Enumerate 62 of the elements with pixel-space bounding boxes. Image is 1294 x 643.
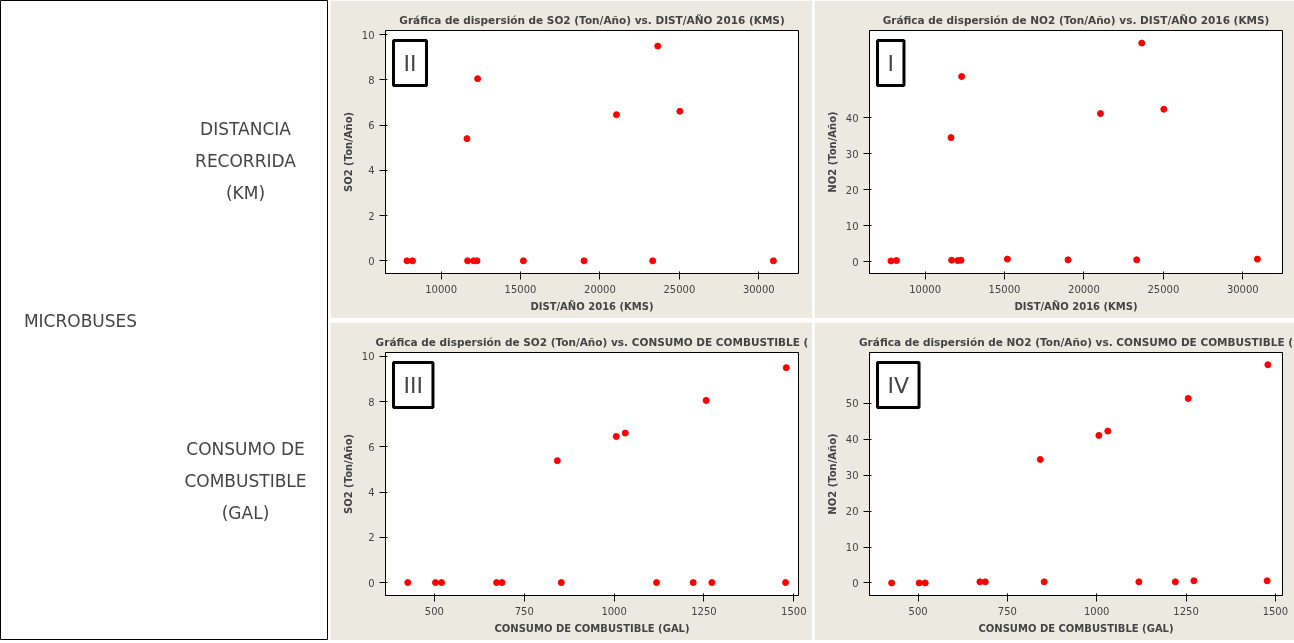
y-tick-label: 10 [845,220,859,232]
x-axis-title: DIST/AÑO 2016 (KMS) [530,299,654,312]
x-tick-label: 750 [514,605,534,617]
y-axis-title: NO2 (Ton/Año) [826,433,838,515]
y-tick-label: 2 [368,210,375,222]
x-tick-label: 30000 [742,283,775,295]
x-tick-label: 25000 [663,283,696,295]
y-tick-label: 0 [852,577,859,589]
x-tick-label: 1250 [1173,605,1199,617]
y-axis-title: NO2 (Ton/Año) [826,111,838,193]
y-tick-label: 4 [368,165,375,177]
y-tick-label: 0 [368,577,375,589]
x-tick-label: 15000 [504,283,537,295]
x-tick-label: 1500 [1262,605,1289,617]
y-tick-label: 8 [368,396,375,408]
y-axis-title: SO2 (Ton/Año) [342,433,354,515]
y-tick-label: 50 [845,398,859,410]
text: MICROBUSES [23,310,138,331]
x-tick-label: 10000 [909,283,941,295]
y-tick-label: 40 [845,434,859,446]
y-tick-label: 40 [845,112,859,124]
text: DISTANCIA RECORRIDA (KM) [195,118,297,203]
x-tick-label: 1500 [781,605,807,617]
y-tick-label: 8 [368,74,375,86]
x-axis-title: DIST/AÑO 2016 (KMS) [1014,299,1138,312]
x-tick-label: 750 [997,605,1017,617]
x-tick-label: 20000 [584,283,616,295]
x-tick-label: 500 [908,605,928,617]
annotation: III [403,372,423,398]
y-tick-label: 20 [845,506,859,518]
x-tick-label: 30000 [1226,283,1259,295]
y-tick-label: 6 [368,441,375,453]
x-tick-label: 1000 [601,605,627,617]
x-tick-label: 500 [424,605,444,617]
text: CONSUMO DE COMBUSTIBLE (GAL) [494,622,690,634]
x-tick-label: 25000 [1147,283,1180,295]
y-tick-label: 30 [845,470,859,482]
chart-title: Gráfica de dispersión de NO2 (Ton/Año) vs. DIST/AÑO 2016 (KMS) [882,13,1270,26]
annotation: I [887,50,894,76]
y-tick-label: 0 [852,256,859,268]
x-axis-title: CONSUMO DE COMBUSTIBLE (GAL) [978,622,1174,634]
y-tick-label: 30 [845,148,859,160]
y-tick-label: 4 [368,487,375,499]
x-tick-label: 10000 [425,283,457,295]
y-tick-label: 6 [368,120,375,132]
chart-title: Gráfica de dispersión de NO2 (Ton/Año) vs. CONSUMO DE COMBUSTIBLE ( [859,335,1294,348]
y-tick-label: 0 [368,255,375,267]
x-tick-label: 20000 [1068,283,1100,295]
chart-title: Gráfica de dispersión de SO2 (Ton/Año) vs. CONSUMO DE COMBUSTIBLE ( [375,335,809,348]
y-tick-label: 10 [845,542,859,554]
y-tick-label: 10 [361,29,375,41]
x-tick-label: 15000 [988,283,1021,295]
chart-title: Gráfica de dispersión de SO2 (Ton/Año) vs. DIST/AÑO 2016 (KMS) [399,13,785,26]
y-tick-label: 10 [361,351,375,363]
y-axis-title: SO2 (Ton/Año) [342,111,354,193]
x-axis-title: CONSUMO DE COMBUSTIBLE (GAL) [184,438,307,523]
annotation: IV [887,372,910,398]
y-tick-label: 20 [845,184,859,196]
y-tick-label: 2 [368,532,375,544]
x-tick-label: 1000 [1084,605,1110,617]
annotation: II [403,50,417,76]
x-tick-label: 1250 [691,605,717,617]
